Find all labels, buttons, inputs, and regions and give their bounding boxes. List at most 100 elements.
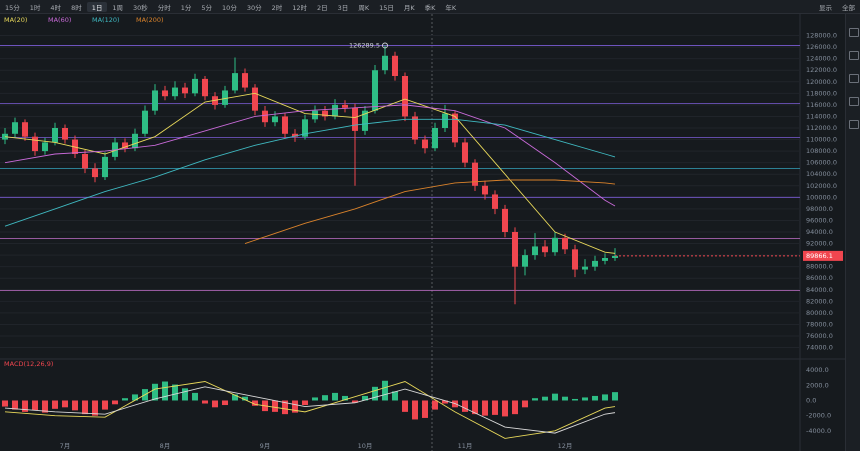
- y-tick-label: 110000.0: [806, 136, 837, 144]
- histogram-bar: [412, 400, 418, 420]
- interval-button[interactable]: 2时: [271, 3, 283, 12]
- histogram-bar: [202, 400, 208, 404]
- y-tick-label: 84000.0: [806, 286, 833, 294]
- candle-body: [52, 128, 58, 143]
- y-tick-label: 112000.0: [806, 124, 837, 132]
- y-tick-label: 106000.0: [806, 159, 837, 167]
- candle-body: [162, 90, 168, 97]
- candle-body: [452, 113, 458, 143]
- y-tick-label: 118000.0: [806, 89, 837, 97]
- histogram-bar: [22, 400, 28, 412]
- histogram-bar: [522, 400, 528, 408]
- interval-button[interactable]: 4时: [50, 3, 62, 12]
- tool-icon[interactable]: [848, 120, 859, 129]
- histogram-bar: [562, 396, 568, 401]
- histogram-bar: [362, 395, 368, 401]
- legend-entry: MA(200): [136, 16, 164, 24]
- interval-button[interactable]: 10分: [222, 3, 237, 12]
- chart: 74000.0 76000.0 78000.0 80000.0 82000.0 84000…: [0, 14, 845, 451]
- interval-button[interactable]: 1日: [86, 1, 108, 12]
- candle-body: [552, 237, 558, 253]
- candle-body: [602, 258, 608, 261]
- interval-button[interactable]: 12时: [292, 3, 308, 12]
- tool-icon[interactable]: [848, 74, 859, 83]
- histogram-bar: [32, 400, 38, 411]
- interval-button[interactable]: 15日: [379, 3, 394, 12]
- legend-entry: MA(120): [92, 16, 120, 24]
- histogram-bar: [432, 400, 438, 410]
- histogram-bar: [282, 400, 288, 415]
- toolbar-option[interactable]: 全部: [842, 3, 855, 12]
- candle-body: [312, 110, 318, 120]
- y-tick-label: 74000.0: [806, 344, 833, 352]
- tool-icon[interactable]: [848, 51, 859, 60]
- y-tick-label: 76000.0: [806, 332, 833, 340]
- interval-button[interactable]: 1分: [180, 3, 192, 12]
- indicator-line: [4, 92, 616, 254]
- interval-button[interactable]: 季K: [424, 3, 436, 12]
- histogram-bar: [532, 398, 538, 401]
- candle-body: [242, 73, 248, 88]
- histogram-bar: [312, 397, 318, 401]
- histogram-bar: [72, 400, 78, 411]
- candle-body: [542, 246, 548, 253]
- interval-button[interactable]: 5分: [201, 3, 213, 12]
- candle-body: [322, 110, 328, 117]
- interval-button[interactable]: 15分: [5, 3, 20, 12]
- candle-body: [462, 142, 468, 163]
- interval-button[interactable]: 8时: [71, 3, 82, 12]
- candle-body: [192, 78, 198, 94]
- histogram-bar: [442, 400, 448, 404]
- y-tick-label: 0.0: [806, 396, 816, 404]
- y-tick-label: 114000.0: [806, 112, 837, 120]
- y-tick-label: 116000.0: [806, 101, 837, 109]
- high-marker: [382, 42, 388, 49]
- candle-body: [262, 110, 268, 123]
- interval-button[interactable]: 分时: [157, 3, 171, 12]
- interval-button[interactable]: 1周: [112, 3, 123, 12]
- interval-button[interactable]: 2日: [317, 3, 328, 12]
- interval-button[interactable]: 周K: [358, 3, 370, 12]
- toolbar: 15分 1时 4时 8时 1日 1周 30秒 分时 1分 5分 10分 30分 2时 12时 2日 3日 周K 1…: [0, 0, 860, 14]
- interval-button[interactable]: 1时: [29, 3, 41, 12]
- histogram-bar: [372, 386, 378, 401]
- candle-body: [342, 104, 348, 108]
- x-tick-label: 10月: [358, 442, 373, 450]
- candle-body: [332, 104, 338, 117]
- interval-button[interactable]: 年K: [445, 3, 457, 12]
- candle-body: [482, 185, 488, 195]
- candle-body: [152, 90, 158, 111]
- histogram-bar: [192, 392, 198, 401]
- y-tick-label: 98000.0: [806, 205, 833, 213]
- histogram-bar: [422, 400, 428, 418]
- histogram-bar: [272, 400, 278, 412]
- histogram-bar: [292, 400, 298, 413]
- candle-body: [372, 70, 378, 111]
- tool-icon[interactable]: [848, 28, 859, 37]
- interval-button[interactable]: 30分: [246, 3, 262, 12]
- candle-body: [142, 110, 148, 134]
- x-tick-label: 12月: [558, 442, 573, 450]
- histogram-bar: [322, 395, 328, 401]
- histogram-bar: [42, 400, 48, 413]
- candle-body: [512, 232, 518, 267]
- interval-button[interactable]: 3日: [337, 3, 349, 12]
- candle-body: [202, 78, 208, 97]
- candle-body: [392, 55, 398, 76]
- histogram-bar: [512, 400, 518, 415]
- y-tick-label: -4000.0: [806, 427, 831, 435]
- histogram-bar: [122, 398, 128, 401]
- y-tick-label: -2000.0: [806, 412, 831, 420]
- interval-button[interactable]: 月K: [403, 3, 415, 12]
- interval-button[interactable]: 30秒: [132, 3, 148, 12]
- candle-body: [472, 162, 478, 186]
- toolbar-option[interactable]: 显示: [819, 3, 832, 12]
- candle-body: [282, 116, 288, 134]
- tool-icon[interactable]: [848, 97, 859, 106]
- histogram-bar: [82, 400, 88, 415]
- histogram-bar: [112, 400, 118, 405]
- candle-body: [182, 87, 188, 94]
- candle-body: [292, 133, 298, 137]
- histogram-bar: [352, 400, 358, 403]
